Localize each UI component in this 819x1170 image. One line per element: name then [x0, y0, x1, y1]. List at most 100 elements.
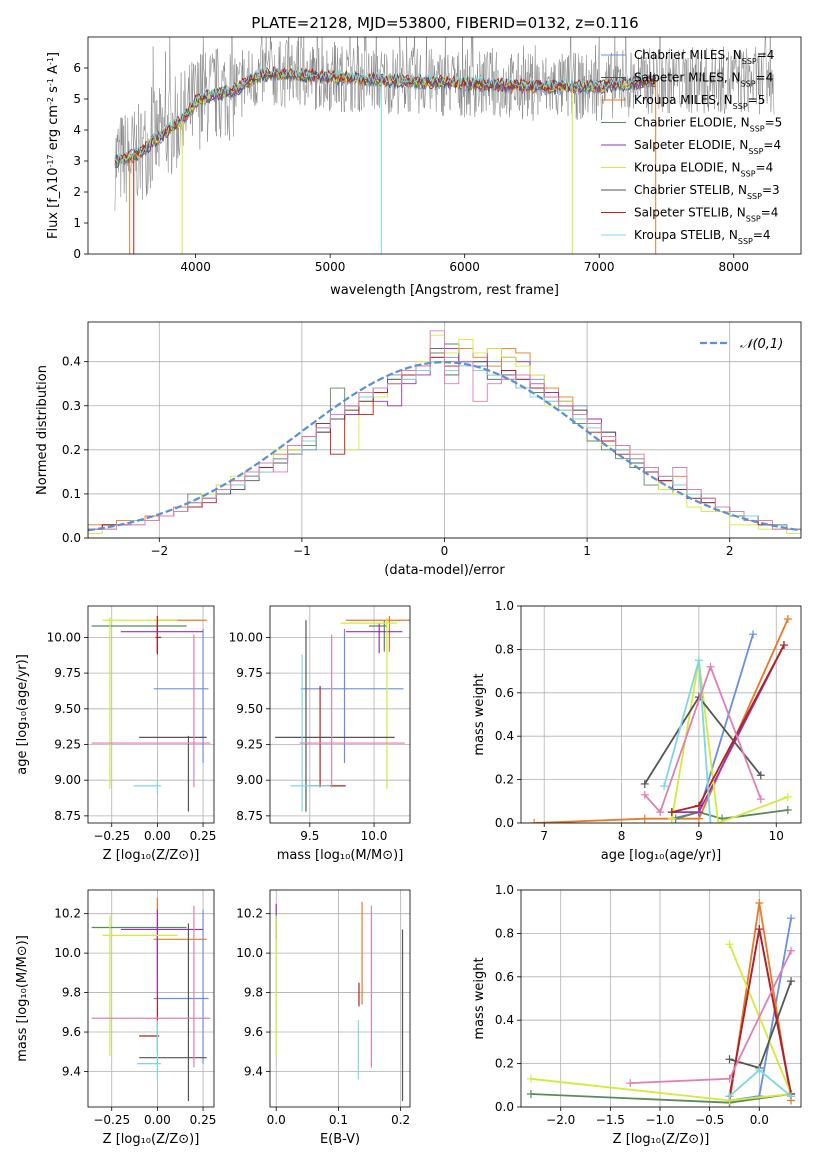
y-tick-label: 1.0	[495, 883, 514, 897]
y-tick-label: 9.00	[236, 773, 263, 787]
y-tick-label: 0.4	[62, 355, 81, 369]
y-tick-label: 8.75	[236, 809, 263, 823]
x-tick-label: 0.00	[144, 829, 171, 843]
y-axis-label: age [log₁₀(age/yr)]	[15, 654, 30, 775]
y-tick-label: 9.6	[244, 1025, 263, 1039]
y-tick-label: 10.2	[236, 907, 263, 921]
y-tick-label: 0.8	[495, 926, 514, 940]
weight-marker	[725, 1055, 734, 1064]
x-tick-label: 7000	[584, 260, 615, 274]
y-tick-label: 0.1	[62, 487, 81, 501]
weight-marker	[749, 630, 758, 639]
weight-marker	[783, 805, 792, 814]
x-tick-label: 0.00	[144, 1113, 171, 1127]
y-tick-label: 0.4	[495, 729, 514, 743]
chart-weight-vs-age: 7 8 9 10 0.0 0.2 0.4 0.6 0.8 1.0 age [log₁₀(age/yr…	[472, 599, 802, 863]
chart-age-vs-mass: 9.5 10.0 8.75 9.00 9.25 9.50 9.75 10.00 mass [lo…	[229, 605, 411, 863]
weight-marker	[640, 790, 649, 799]
weight-marker	[725, 940, 734, 949]
model-line	[114, 66, 657, 164]
axes-frame	[520, 889, 802, 1108]
y-axis-label: mass weight	[472, 957, 487, 1039]
legend-label: Salpeter MILES, NSSP=4	[634, 71, 773, 89]
y-tick-label: 10.0	[236, 946, 263, 960]
y-axis-label: mass weight	[472, 673, 487, 755]
y-axis-label: Flux [f_λ10-17 erg cm-2 s-1 A-1]	[46, 52, 62, 239]
x-tick-label: 4000	[180, 260, 211, 274]
y-tick-label: 9.4	[244, 1064, 263, 1078]
weight-line	[729, 980, 792, 1069]
x-tick-label: −1.5	[596, 1113, 625, 1127]
axes-frame	[87, 889, 215, 1108]
y-tick-label: 0.6	[495, 970, 514, 984]
weight-marker	[756, 771, 765, 780]
legend-label: Kroupa STELIB, NSSP=4	[634, 228, 771, 246]
weight-marker	[783, 615, 792, 624]
y-tick-label: 0.0	[495, 816, 514, 830]
legend-label: Chabrier MILES, NSSP=4	[634, 48, 774, 66]
y-tick-label: 10.00	[229, 630, 263, 644]
weight-marker	[656, 808, 665, 817]
figure-title: PLATE=2128, MJD=53800, FIBERID=0132, z=0…	[251, 14, 638, 32]
x-axis-label: Z [log₁₀(Z/Z⊙)]	[103, 1132, 200, 1147]
x-tick-label: 0.0	[267, 1113, 286, 1127]
x-axis-label: mass [log₁₀(M/M⊙)]	[277, 848, 404, 863]
x-tick-label: 8000	[718, 260, 749, 274]
weight-marker	[706, 819, 715, 823]
x-axis-label: age [log₁₀(age/yr)]	[601, 848, 722, 863]
y-tick-label: 9.00	[54, 773, 81, 787]
y-tick-label: 2	[73, 185, 81, 199]
weight-marker	[694, 656, 703, 665]
y-tick-label: 9.50	[54, 702, 81, 716]
y-tick-label: 10.0	[54, 946, 81, 960]
y-tick-label: 8.75	[54, 809, 81, 823]
y-tick-label: 10.00	[47, 630, 81, 644]
y-tick-label: 9.50	[236, 702, 263, 716]
weight-marker	[725, 1092, 734, 1101]
x-axis-label: Z [log₁₀(Z/Z⊙)]	[103, 848, 200, 863]
weight-marker	[787, 977, 796, 986]
weight-marker	[787, 1092, 796, 1101]
y-tick-label: 0.0	[62, 531, 81, 545]
weight-marker	[783, 792, 792, 801]
y-tick-label: 1	[73, 216, 81, 230]
y-tick-label: 9.75	[54, 666, 81, 680]
weight-marker	[526, 1074, 535, 1083]
chart-age-vs-z: −0.25 0.00 0.25 8.75 9.00 9.25 9.50 9.75 10.00 Z …	[15, 605, 216, 863]
y-tick-label: 6	[73, 61, 81, 75]
y-tick-label: 9.75	[236, 666, 263, 680]
y-tick-label: 0.2	[495, 1057, 514, 1071]
x-tick-label: 0.1	[329, 1113, 348, 1127]
axes-frame	[87, 321, 802, 539]
chart-mass-vs-z: −0.25 0.00 0.25 9.4 9.6 9.8 10.0 10.2 Z [log₁₀(Z…	[15, 889, 217, 1147]
axes-frame	[520, 605, 802, 824]
weight-line	[644, 664, 762, 814]
x-tick-label: 9	[695, 829, 703, 843]
x-axis-label: wavelength [Angstrom, rest frame]	[330, 283, 559, 298]
x-axis-label: (data-model)/error	[384, 563, 505, 578]
x-tick-label: −0.5	[695, 1113, 724, 1127]
y-tick-label: 0.2	[495, 773, 514, 787]
y-tick-label: 0.6	[495, 686, 514, 700]
weight-marker	[787, 914, 796, 923]
x-tick-label: −0.25	[93, 1113, 130, 1127]
weight-marker	[660, 782, 669, 791]
x-tick-label: 0.25	[190, 1113, 217, 1127]
y-tick-label: 9.6	[62, 1025, 81, 1039]
x-tick-label: −1.0	[645, 1113, 674, 1127]
x-tick-label: 5000	[315, 260, 346, 274]
legend-label: Chabrier ELODIE, NSSP=5	[634, 116, 782, 134]
weight-marker	[640, 779, 649, 788]
x-tick-label: 1	[583, 544, 591, 558]
y-tick-label: 9.25	[236, 737, 263, 751]
legend-label: Chabrier STELIB, NSSP=3	[634, 183, 780, 201]
y-tick-label: 0.8	[495, 642, 514, 656]
x-tick-label: −2	[150, 544, 168, 558]
chart-weight-vs-z: −2.0 −1.5 −1.0 −0.5 0.0 0.0 0.2 0.4 0.6 0.8 1.0 Z […	[472, 883, 802, 1147]
x-tick-label: 10.0	[361, 829, 388, 843]
y-tick-label: 0.2	[62, 443, 81, 457]
weight-marker	[667, 808, 676, 817]
x-tick-label: −0.25	[93, 829, 130, 843]
x-tick-label: 0.0	[750, 1113, 769, 1127]
